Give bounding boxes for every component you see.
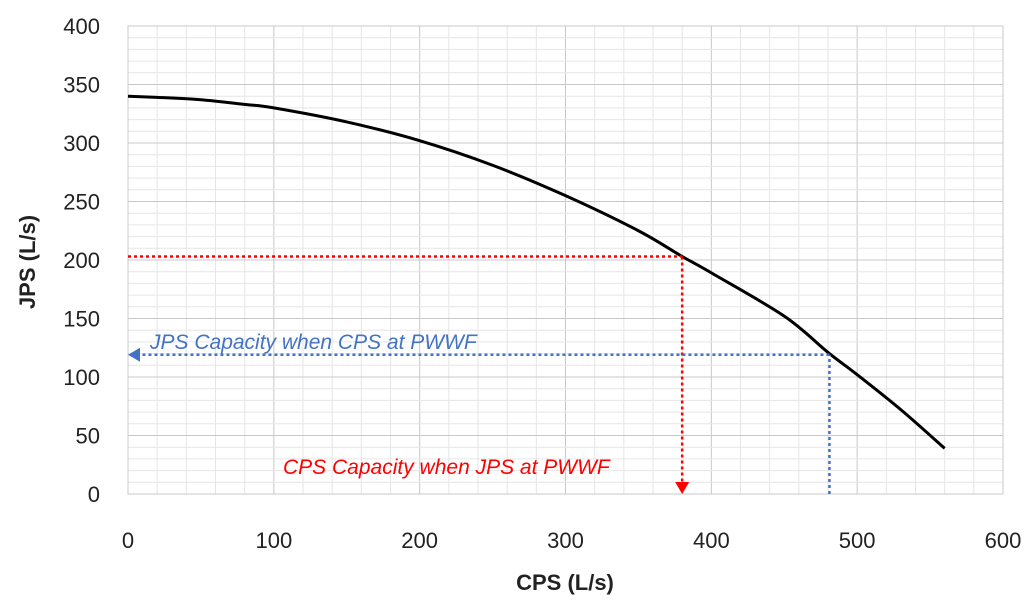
cps-capacity-arrowhead [675,482,690,494]
jps-capacity-arrowhead [128,347,140,362]
y-tick-label: 0 [88,482,100,507]
x-tick-label: 100 [255,528,292,553]
y-tick-label: 350 [63,73,100,98]
y-tick-label: 300 [63,131,100,156]
series-line [127,94,946,450]
y-axis-ticks: 0 50 100 150 200 250 300 350 400 [63,14,100,507]
annotations: CPS Capacity when JPS at PWWF JPS Capacit… [128,255,831,494]
jps-capacity-label: JPS Capacity when CPS at PWWF [149,331,478,354]
y-tick-label: 100 [63,365,100,390]
y-tick-label: 250 [63,190,100,215]
x-tick-label: 200 [401,528,438,553]
x-tick-label: 300 [547,528,584,553]
y-tick-label: 50 [76,424,100,449]
x-tick-label: 600 [985,528,1022,553]
cps-capacity-label: CPS Capacity when JPS at PWWF [283,456,611,479]
x-tick-label: 500 [839,528,876,553]
plot-frame [127,25,1004,495]
x-axis-title: CPS (L/s) [516,570,614,595]
y-tick-label: 200 [63,248,100,273]
grid [127,25,1004,495]
y-axis-title: JPS (L/s) [15,215,40,309]
x-tick-label: 0 [122,528,134,553]
x-axis-ticks: 0 100 200 300 400 500 600 [122,528,1021,553]
y-tick-label: 400 [63,14,100,39]
y-tick-label: 150 [63,307,100,332]
x-tick-label: 400 [693,528,730,553]
